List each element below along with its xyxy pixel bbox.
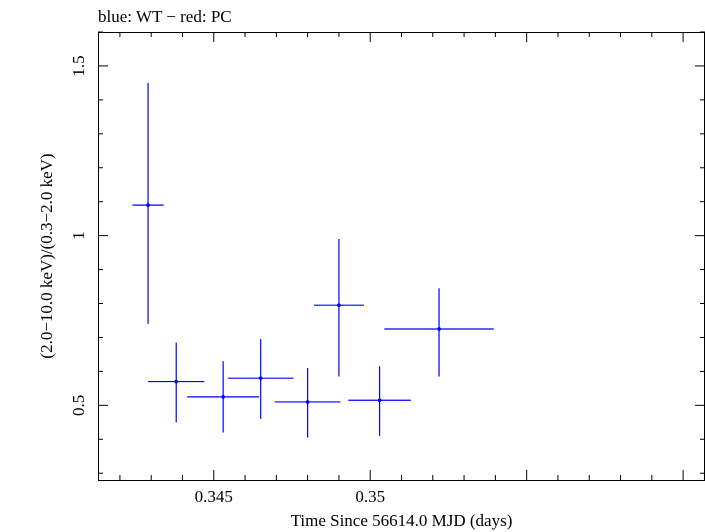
point-marker — [146, 203, 150, 207]
data-series — [132, 82, 494, 438]
point-marker — [377, 398, 382, 403]
plot-frame — [98, 32, 705, 481]
data-point — [313, 239, 364, 377]
chart-title: blue: WT − red: PC — [98, 7, 232, 26]
y-tick-label: 0.5 — [69, 395, 88, 416]
x-tick-label: 0.345 — [195, 487, 233, 506]
axis-ticks — [98, 31, 705, 480]
data-point — [187, 361, 260, 433]
point-marker — [305, 400, 310, 404]
axis-tick-labels: 0.345 0.35 0.5 1 1.5 — [69, 55, 385, 506]
point-marker — [437, 327, 441, 331]
x-axis-label: Time Since 56614.0 MJD (days) — [291, 511, 513, 530]
data-point — [384, 288, 494, 377]
y-axis-label: (2.0−10.0 keV)/(0.3−2.0 keV) — [37, 153, 56, 358]
y-tick-label: 1.5 — [69, 55, 88, 76]
point-marker — [337, 303, 341, 308]
data-point — [348, 366, 411, 436]
data-point — [227, 339, 294, 419]
point-marker — [174, 379, 179, 384]
data-point — [274, 368, 341, 438]
y-tick-label: 1 — [69, 231, 88, 240]
point-marker — [221, 395, 225, 399]
x-tick-label: 0.35 — [355, 487, 385, 506]
data-point — [132, 82, 164, 324]
point-marker — [258, 376, 263, 380]
data-point — [148, 342, 205, 423]
